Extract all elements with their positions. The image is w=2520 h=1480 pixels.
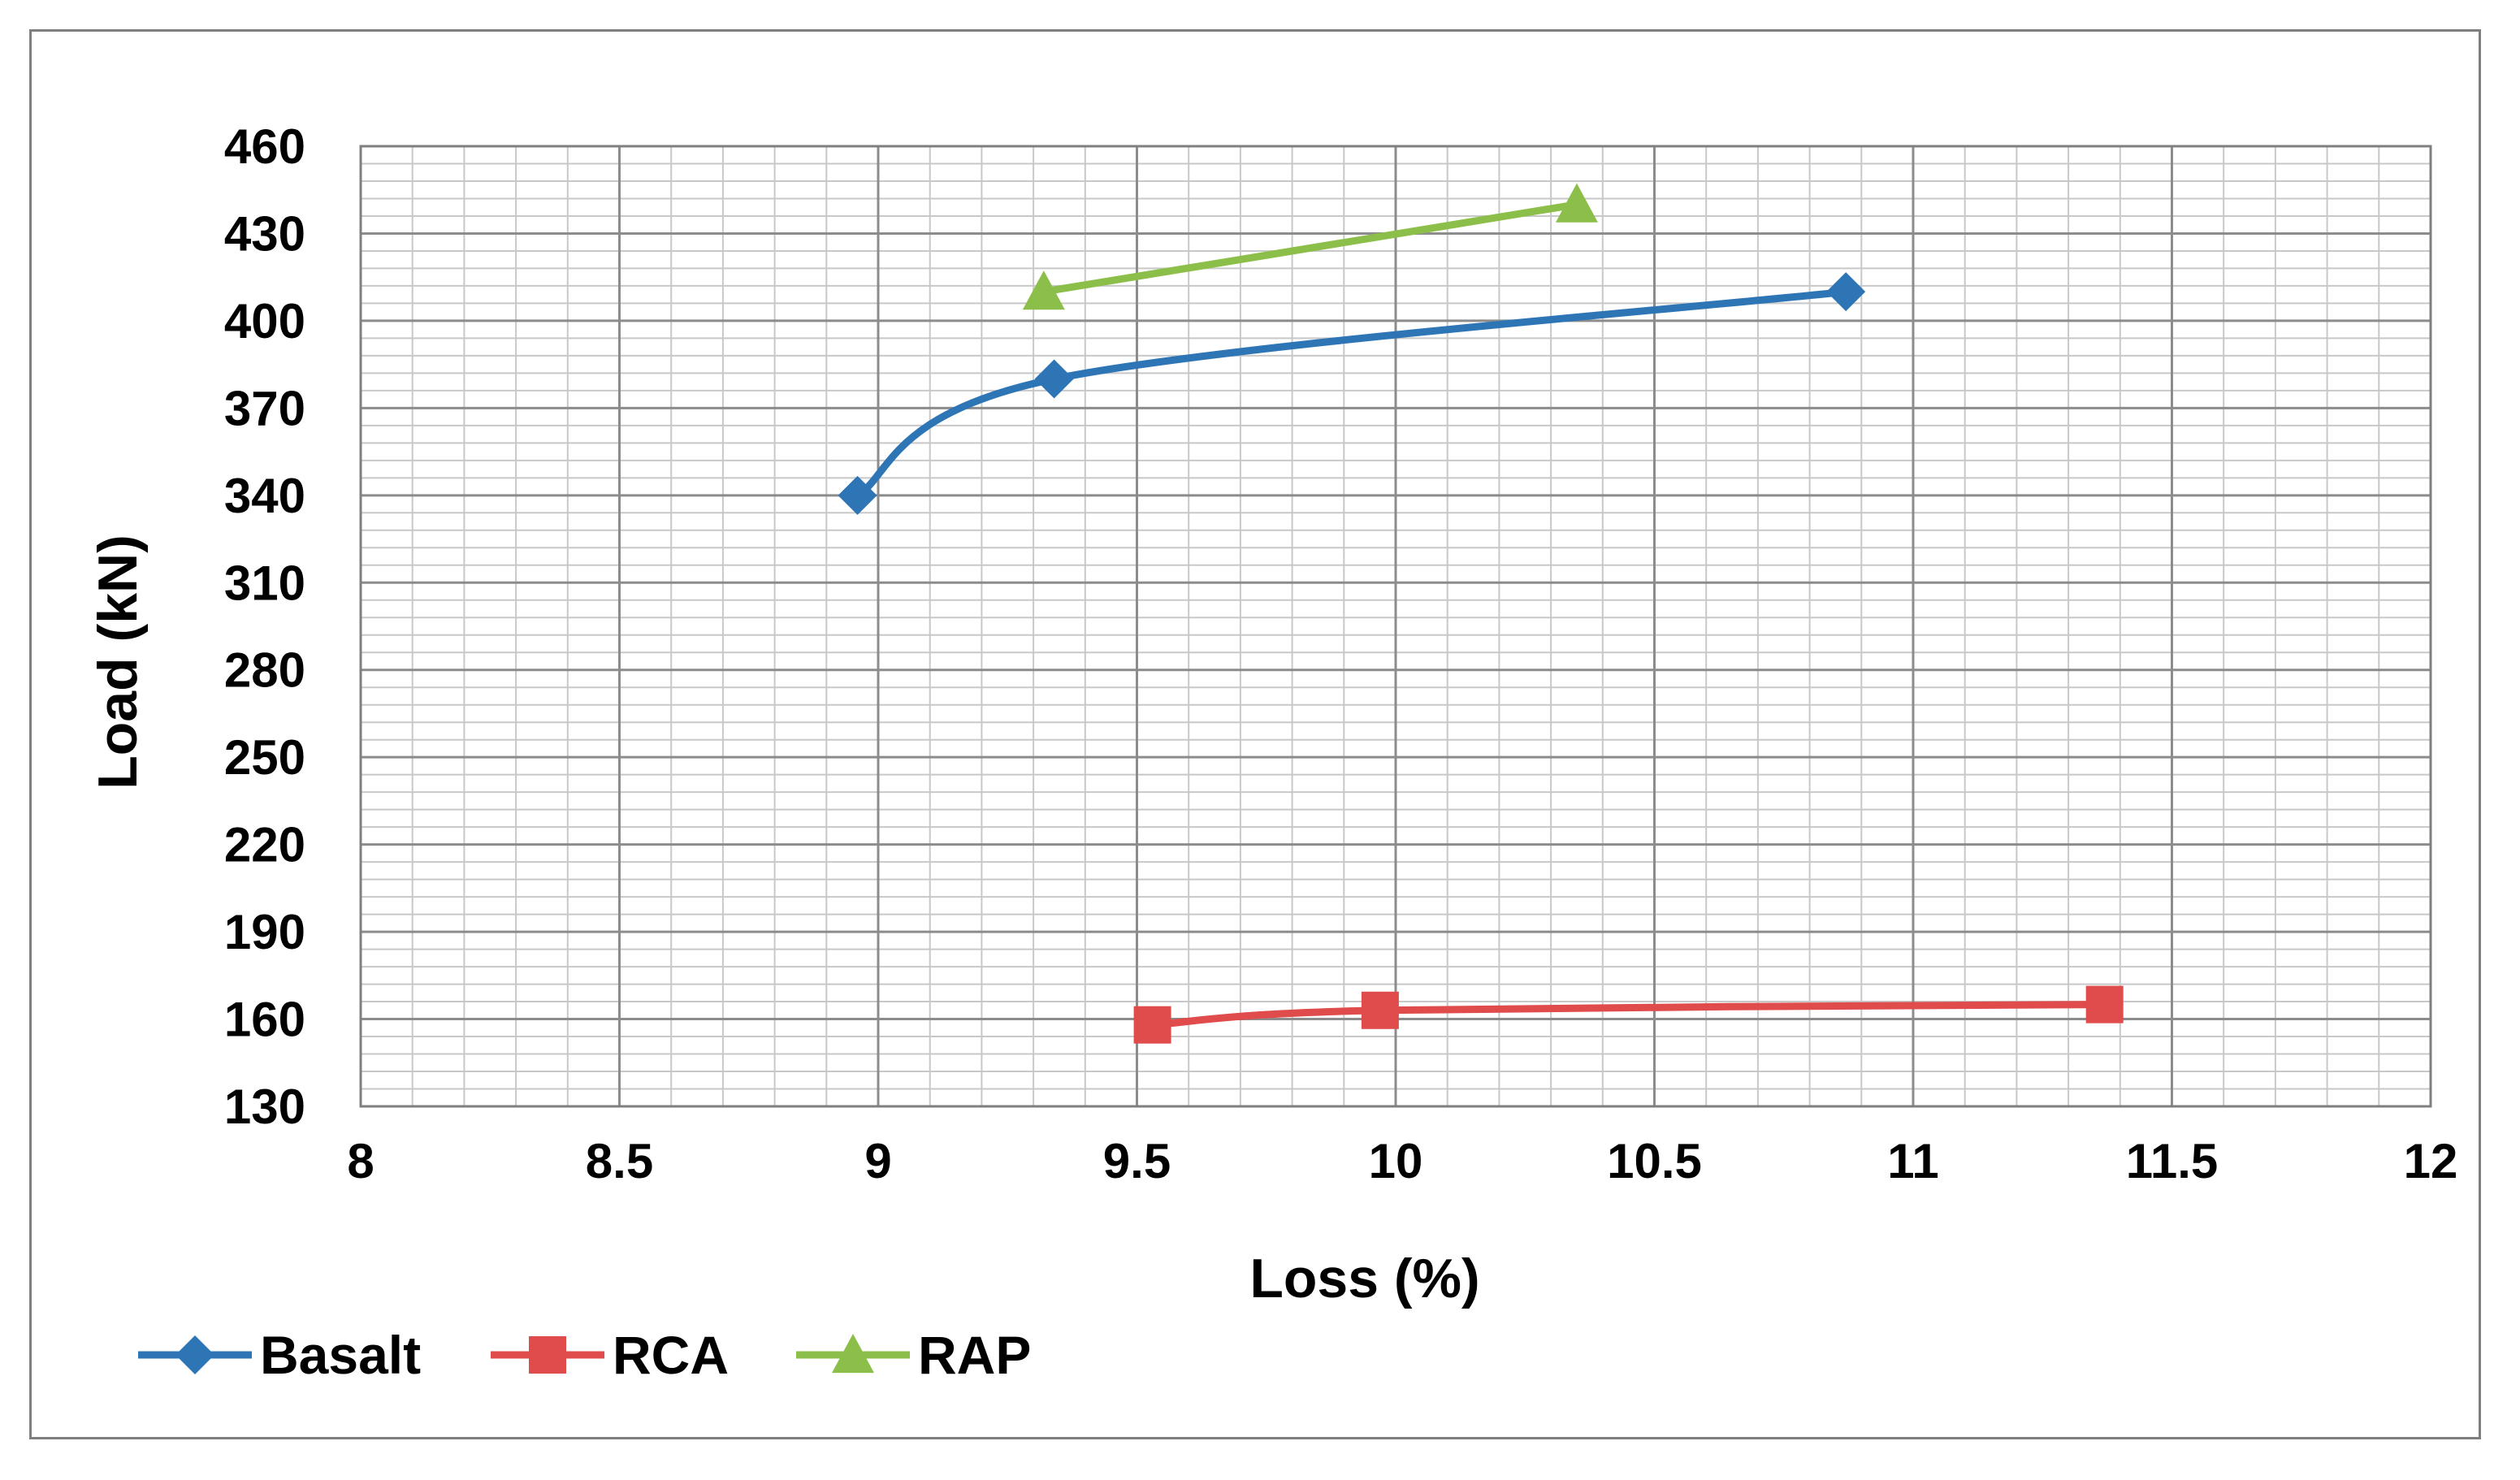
- series-rap: [1022, 183, 1598, 310]
- plot-area-border: [359, 145, 2432, 1108]
- legend-marker-rca: [529, 1336, 566, 1374]
- x-axis-title: Loss (%): [1249, 1248, 1479, 1309]
- basalt-line: [854, 288, 1850, 500]
- y-tick-label: 190: [224, 905, 305, 959]
- series-basalt: [838, 272, 1866, 515]
- legend: Basalt RCA RAP: [138, 1325, 1031, 1385]
- y-tick-label: 400: [224, 294, 305, 348]
- basalt-point: [1826, 272, 1866, 312]
- y-tick-label: 310: [224, 556, 305, 610]
- rca-point: [1361, 991, 1399, 1029]
- rap-point: [1555, 183, 1598, 223]
- y-tick-label: 460: [224, 119, 305, 174]
- y-axis-ticks: 130 160 190 220 250 280 310 340 370 400 430 460: [224, 119, 305, 1134]
- x-tick-label: 10: [1369, 1134, 1423, 1188]
- legend-marker-basalt: [175, 1335, 214, 1374]
- x-axis-ticks: 8 8.5 9 9.5 10 10.5 11 11.5 12: [347, 1134, 2457, 1188]
- x-tick-label: 10.5: [1607, 1134, 1702, 1188]
- y-tick-label: 160: [224, 993, 305, 1047]
- rca-point: [1133, 1006, 1171, 1044]
- legend-item-basalt: Basalt: [138, 1325, 421, 1385]
- legend-label-rca: RCA: [613, 1325, 729, 1385]
- y-tick-label: 340: [224, 469, 305, 523]
- chart-frame: [29, 29, 2481, 1439]
- rca-line: [1149, 1001, 2109, 1029]
- y-tick-label: 280: [224, 643, 305, 698]
- x-tick-label: 9.5: [1103, 1134, 1171, 1188]
- y-tick-label: 220: [224, 818, 305, 872]
- legend-item-rap: RAP: [796, 1325, 1031, 1385]
- x-tick-label: 11.5: [2126, 1134, 2218, 1188]
- x-tick-label: 12: [2404, 1134, 2458, 1188]
- x-tick-label: 8: [347, 1134, 374, 1188]
- rca-point: [2085, 985, 2124, 1023]
- legend-marker-rap: [832, 1334, 874, 1374]
- x-tick-label: 8.5: [586, 1134, 653, 1188]
- rap-line: [1040, 201, 1581, 296]
- legend-item-rca: RCA: [491, 1325, 729, 1385]
- series-rca: [1133, 985, 2124, 1044]
- legend-label-basalt: Basalt: [260, 1325, 421, 1385]
- basalt-point: [1034, 359, 1074, 399]
- basalt-point: [838, 475, 877, 515]
- y-tick-label: 370: [224, 381, 305, 435]
- x-tick-label: 11: [1887, 1134, 1938, 1188]
- legend-label-rap: RAP: [918, 1325, 1031, 1385]
- y-tick-label: 430: [224, 206, 305, 261]
- y-tick-label: 250: [224, 730, 305, 785]
- y-tick-label: 130: [224, 1080, 305, 1134]
- x-tick-label: 9: [864, 1134, 891, 1188]
- y-axis-title: Load (kN): [87, 534, 149, 790]
- rap-point: [1022, 270, 1065, 310]
- series-layer: [838, 183, 2124, 1044]
